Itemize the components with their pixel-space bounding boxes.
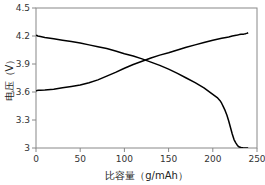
y-tick-label: 4.5 xyxy=(16,3,30,13)
x-tick-label: 200 xyxy=(204,154,221,164)
y-tick-label: 3.3 xyxy=(16,115,30,125)
x-tick-label: 150 xyxy=(160,154,177,164)
plot-frame xyxy=(36,8,257,148)
x-tick xyxy=(168,148,169,152)
x-tick xyxy=(124,148,125,152)
y-tick xyxy=(32,8,36,9)
y-tick-label: 3.9 xyxy=(16,59,31,69)
y-tick-label: 3 xyxy=(24,143,30,153)
x-tick xyxy=(80,148,81,152)
y-tick xyxy=(32,92,36,93)
x-tick-label: 50 xyxy=(74,154,86,164)
y-tick xyxy=(32,148,36,149)
chart: 0 50 100 150 200 250 3 3.3 3.6 3.9 4.2 4.5 比容量（g/mAh… xyxy=(0,0,265,185)
x-tick xyxy=(257,148,258,152)
y-tick-label: 3.6 xyxy=(16,87,31,97)
x-tick-label: 250 xyxy=(248,154,265,164)
x-tick-label: 100 xyxy=(116,154,133,164)
x-tick xyxy=(212,148,213,152)
x-axis-label: 比容量（g/mAh） xyxy=(105,170,188,181)
x-tick-label: 0 xyxy=(33,154,39,164)
line xyxy=(36,35,248,148)
y-tick xyxy=(32,120,36,121)
y-tick xyxy=(32,64,36,65)
x-tick xyxy=(36,148,37,152)
y-tick-label: 4.2 xyxy=(16,31,30,41)
y-tick xyxy=(32,36,36,37)
plot-area xyxy=(36,33,248,148)
y-axis-label: 电压（V） xyxy=(4,55,15,102)
